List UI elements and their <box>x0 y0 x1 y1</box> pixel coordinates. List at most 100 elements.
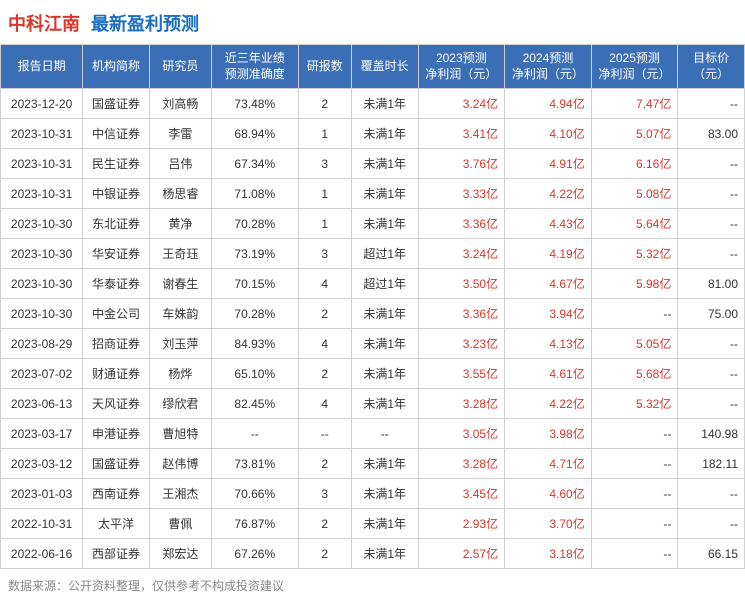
cell-researcher: 赵伟博 <box>149 449 211 479</box>
table-row: 2023-10-31中信证券李雷68.94%1未满1年3.41亿4.10亿5.0… <box>1 119 745 149</box>
col-count[interactable]: 研报数 <box>298 45 351 89</box>
cell-accuracy: 65.10% <box>211 359 298 389</box>
cell-p2025: 5.07亿 <box>591 119 678 149</box>
cell-duration: 未满1年 <box>351 299 418 329</box>
cell-org: 西部证券 <box>83 539 150 569</box>
cell-researcher: 王奇珏 <box>149 239 211 269</box>
cell-org: 西南证券 <box>83 479 150 509</box>
cell-org: 华泰证券 <box>83 269 150 299</box>
cell-duration: 未满1年 <box>351 479 418 509</box>
cell-count: 2 <box>298 359 351 389</box>
col-org[interactable]: 机构简称 <box>83 45 150 89</box>
cell-researcher: 缪欣君 <box>149 389 211 419</box>
cell-p2023: 3.28亿 <box>418 449 505 479</box>
cell-researcher: 杨烨 <box>149 359 211 389</box>
cell-date: 2023-01-03 <box>1 479 83 509</box>
col-date[interactable]: 报告日期 <box>1 45 83 89</box>
cell-org: 天风证券 <box>83 389 150 419</box>
cell-accuracy: 70.28% <box>211 299 298 329</box>
cell-count: 2 <box>298 509 351 539</box>
table-row: 2023-12-20国盛证券刘高畅73.48%2未满1年3.24亿4.94亿7.… <box>1 89 745 119</box>
cell-org: 财通证券 <box>83 359 150 389</box>
cell-p2024: 4.71亿 <box>505 449 592 479</box>
col-profit-2025[interactable]: 2025预测净利润（元） <box>591 45 678 89</box>
company-name[interactable]: 中科江南 <box>8 14 80 34</box>
cell-accuracy: 73.81% <box>211 449 298 479</box>
table-body: 2023-12-20国盛证券刘高畅73.48%2未满1年3.24亿4.94亿7.… <box>1 89 745 569</box>
cell-p2023: 3.24亿 <box>418 89 505 119</box>
cell-date: 2023-07-02 <box>1 359 83 389</box>
cell-p2023: 2.93亿 <box>418 509 505 539</box>
cell-p2024: 3.70亿 <box>505 509 592 539</box>
cell-date: 2023-03-12 <box>1 449 83 479</box>
cell-p2025: -- <box>591 299 678 329</box>
cell-target: -- <box>678 179 745 209</box>
cell-p2025: 5.05亿 <box>591 329 678 359</box>
cell-accuracy: 84.93% <box>211 329 298 359</box>
cell-p2023: 3.50亿 <box>418 269 505 299</box>
cell-p2024: 3.98亿 <box>505 419 592 449</box>
cell-org: 中信证券 <box>83 119 150 149</box>
cell-p2025: -- <box>591 479 678 509</box>
table-row: 2023-10-30华泰证券谢春生70.15%4超过1年3.50亿4.67亿5.… <box>1 269 745 299</box>
table-row: 2022-10-31太平洋曹佩76.87%2未满1年2.93亿3.70亿---- <box>1 509 745 539</box>
cell-p2023: 3.36亿 <box>418 299 505 329</box>
cell-accuracy: 73.19% <box>211 239 298 269</box>
forecast-table: 报告日期 机构简称 研究员 近三年业绩预测准确度 研报数 覆盖时长 2023预测… <box>0 44 745 569</box>
cell-researcher: 杨思睿 <box>149 179 211 209</box>
cell-count: 2 <box>298 299 351 329</box>
col-researcher[interactable]: 研究员 <box>149 45 211 89</box>
cell-p2023: 3.23亿 <box>418 329 505 359</box>
cell-accuracy: 67.34% <box>211 149 298 179</box>
cell-target: -- <box>678 149 745 179</box>
col-profit-2023[interactable]: 2023预测净利润（元） <box>418 45 505 89</box>
cell-p2025: 5.68亿 <box>591 359 678 389</box>
table-row: 2023-01-03西南证券王湘杰70.66%3未满1年3.45亿4.60亿--… <box>1 479 745 509</box>
cell-p2025: 5.08亿 <box>591 179 678 209</box>
cell-duration: 未满1年 <box>351 509 418 539</box>
cell-accuracy: 71.08% <box>211 179 298 209</box>
cell-date: 2023-10-30 <box>1 299 83 329</box>
cell-date: 2023-06-13 <box>1 389 83 419</box>
cell-p2024: 4.22亿 <box>505 179 592 209</box>
cell-date: 2023-10-31 <box>1 179 83 209</box>
cell-org: 太平洋 <box>83 509 150 539</box>
cell-date: 2023-10-30 <box>1 239 83 269</box>
cell-duration: 超过1年 <box>351 239 418 269</box>
table-row: 2023-08-29招商证券刘玉萍84.93%4未满1年3.23亿4.13亿5.… <box>1 329 745 359</box>
col-profit-2024[interactable]: 2024预测净利润（元） <box>505 45 592 89</box>
cell-target: 66.15 <box>678 539 745 569</box>
cell-date: 2023-12-20 <box>1 89 83 119</box>
table-row: 2023-10-30东北证券黄净70.28%1未满1年3.36亿4.43亿5.6… <box>1 209 745 239</box>
cell-p2024: 4.43亿 <box>505 209 592 239</box>
table-row: 2023-03-17申港证券曹旭特------3.05亿3.98亿--140.9… <box>1 419 745 449</box>
cell-target: -- <box>678 509 745 539</box>
cell-org: 华安证券 <box>83 239 150 269</box>
cell-researcher: 王湘杰 <box>149 479 211 509</box>
cell-count: 1 <box>298 179 351 209</box>
data-source-footer: 数据来源：公开资料整理，仅供参考不构成投资建议 <box>0 569 745 602</box>
cell-p2023: 3.55亿 <box>418 359 505 389</box>
cell-target: -- <box>678 209 745 239</box>
cell-p2025: -- <box>591 539 678 569</box>
cell-accuracy: 70.15% <box>211 269 298 299</box>
cell-date: 2022-10-31 <box>1 509 83 539</box>
cell-p2025: 5.98亿 <box>591 269 678 299</box>
table-row: 2023-10-30华安证券王奇珏73.19%3超过1年3.24亿4.19亿5.… <box>1 239 745 269</box>
cell-duration: 未满1年 <box>351 329 418 359</box>
col-duration[interactable]: 覆盖时长 <box>351 45 418 89</box>
cell-duration: 超过1年 <box>351 269 418 299</box>
col-accuracy[interactable]: 近三年业绩预测准确度 <box>211 45 298 89</box>
cell-accuracy: 67.26% <box>211 539 298 569</box>
cell-accuracy: 82.45% <box>211 389 298 419</box>
cell-date: 2023-08-29 <box>1 329 83 359</box>
cell-duration: 未满1年 <box>351 209 418 239</box>
cell-target: 182.11 <box>678 449 745 479</box>
table-row: 2023-10-31中银证券杨思睿71.08%1未满1年3.33亿4.22亿5.… <box>1 179 745 209</box>
cell-p2024: 4.10亿 <box>505 119 592 149</box>
col-target[interactable]: 目标价（元） <box>678 45 745 89</box>
cell-p2023: 3.76亿 <box>418 149 505 179</box>
cell-target: 140.98 <box>678 419 745 449</box>
table-row: 2023-03-12国盛证券赵伟博73.81%2未满1年3.28亿4.71亿--… <box>1 449 745 479</box>
cell-target: -- <box>678 329 745 359</box>
